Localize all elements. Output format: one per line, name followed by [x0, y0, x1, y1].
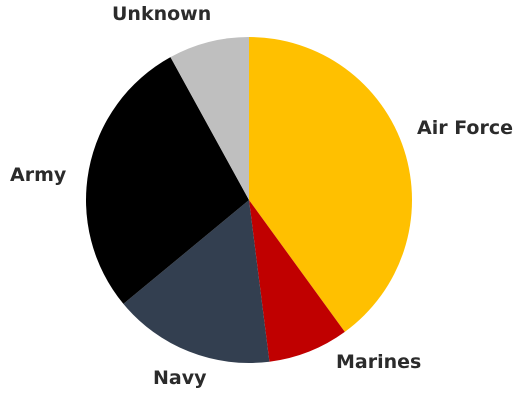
pie-label-army: Army	[10, 164, 67, 186]
pie-slice-navy	[123, 200, 270, 363]
pie-slice-army	[86, 57, 249, 304]
pie-label-navy: Navy	[153, 367, 207, 389]
pie-slice-air-force	[249, 37, 413, 332]
pie-slice-marines	[249, 200, 345, 362]
pie-label-unknown: Unknown	[112, 3, 211, 25]
pie-slice-unknown	[170, 37, 249, 200]
pie-label-air-force: Air Force	[417, 117, 513, 139]
pie-labels: Air Force Marines Navy Army Unknown	[10, 3, 513, 389]
pie-label-marines: Marines	[336, 351, 421, 373]
pie-slices	[86, 37, 413, 363]
